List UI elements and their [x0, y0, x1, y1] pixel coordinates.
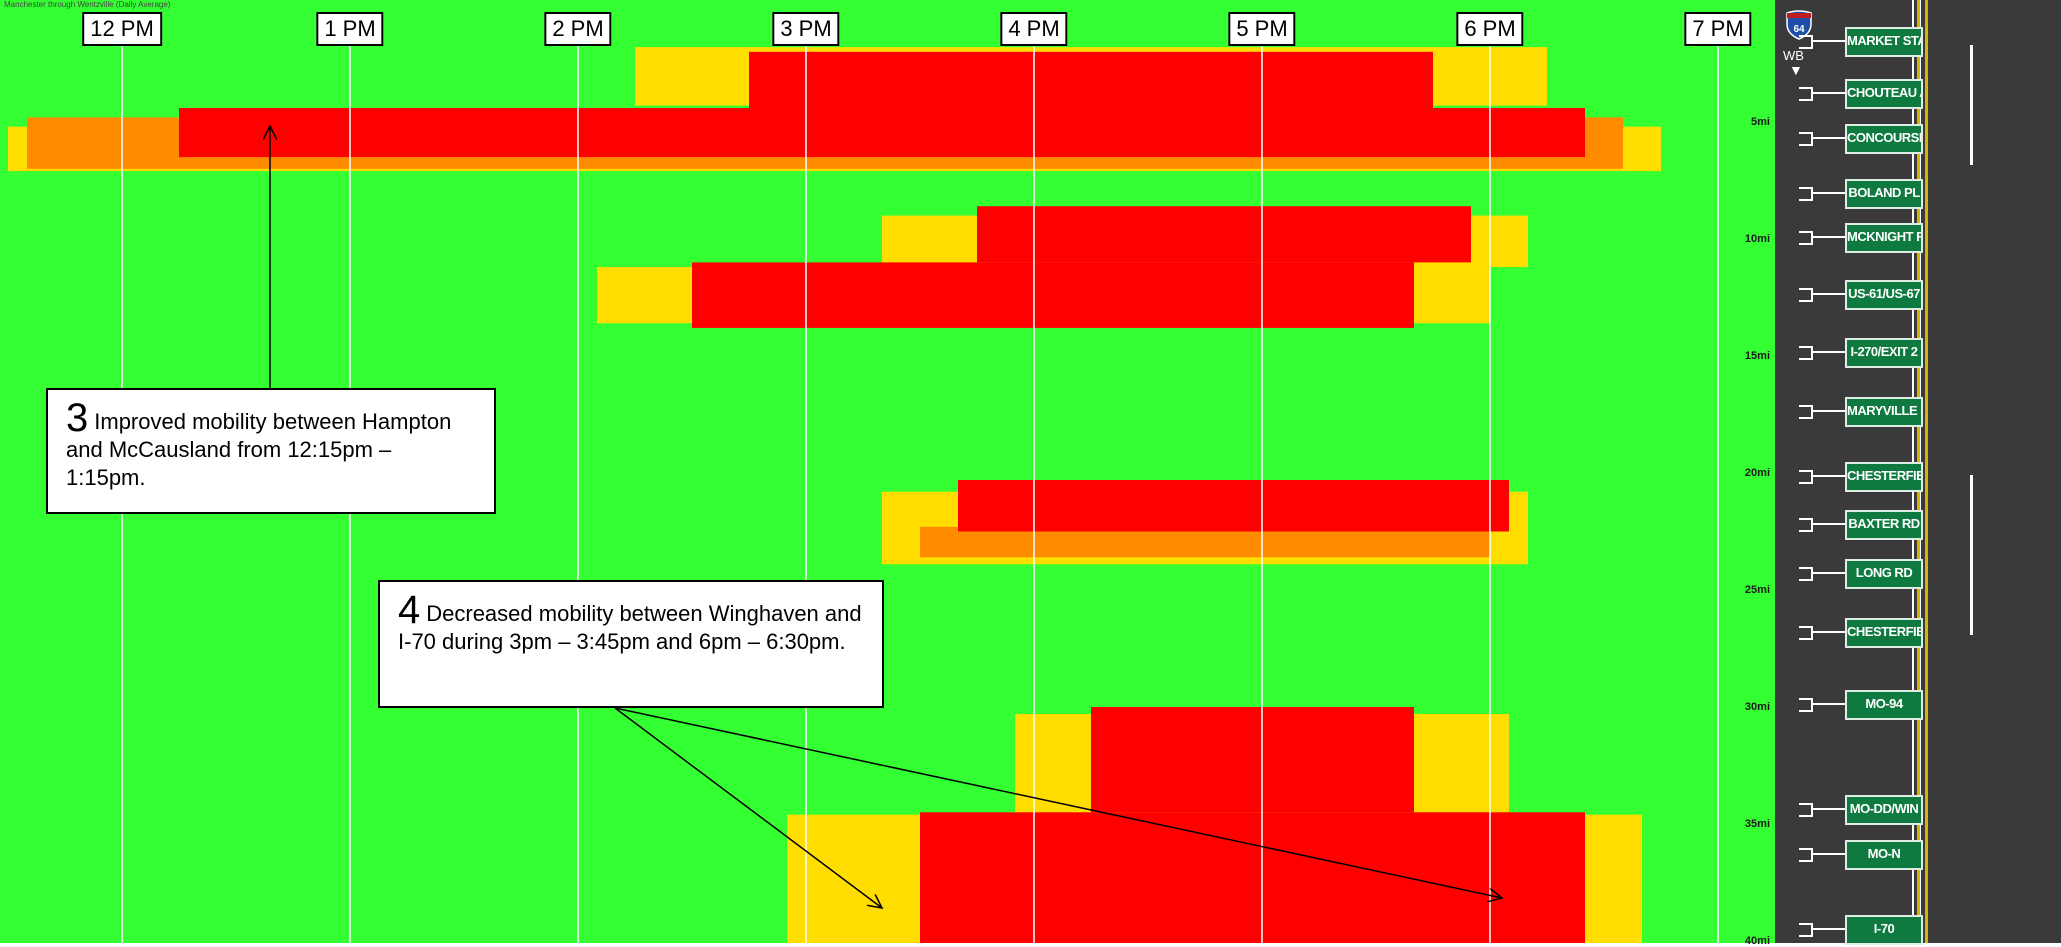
exit-connector [1799, 567, 1813, 581]
callout-4-text: Decreased mobility between Winghaven and… [398, 601, 862, 654]
exit-sign: CONCOURSE [1845, 124, 1923, 154]
exit-sign: I-270/EXIT 2 [1845, 338, 1923, 368]
heatmap-cell-congested [958, 480, 1509, 532]
exit-sign: MARKET STA [1845, 27, 1923, 57]
exit-tick [1813, 631, 1845, 633]
exit-sign: LONG RD [1845, 559, 1923, 589]
callout-4-number: 4 [398, 588, 421, 632]
exit-sign: MO-DD/WIN [1845, 795, 1923, 825]
exit-connector [1799, 848, 1813, 862]
exit-connector [1799, 470, 1813, 484]
exit-sign: I-70 [1845, 915, 1923, 945]
arrow-callout-4b [614, 707, 1502, 898]
mile-tick-label: 25mi [1744, 584, 1770, 596]
exit-sign: US-61/US-67 [1845, 280, 1923, 310]
arrow-callout-4a [614, 707, 882, 908]
highway-number: 64 [1793, 24, 1805, 35]
exit-connector [1799, 87, 1813, 101]
exit-tick [1813, 192, 1845, 194]
exit-connector [1799, 518, 1813, 532]
exit-tick [1813, 92, 1845, 94]
corridor-map-panel: 64 WB ▼ MARKET STA CHOUTEAU A CONCOURSE BOL… [1775, 0, 2061, 945]
median-line [1925, 0, 1928, 943]
exit-sign: MARYVILLE ( [1845, 397, 1923, 427]
exit-sign: MO-94 [1845, 690, 1923, 720]
exit-connector [1799, 405, 1813, 419]
time-tick-label: 3 PM [772, 12, 840, 46]
heatmap-cell-congested [179, 107, 1585, 158]
time-tick-label: 4 PM [1000, 12, 1068, 46]
heatmap-svg [0, 0, 1775, 943]
callout-3-number: 3 [66, 396, 89, 440]
exit-sign: MO-N [1845, 840, 1923, 870]
heatmap-cell-congested [1091, 707, 1414, 813]
heatmap-cell-congested [749, 51, 1433, 111]
exit-connector [1799, 346, 1813, 360]
exit-connector [1799, 187, 1813, 201]
direction-label: WB [1783, 48, 1804, 63]
exit-connector [1799, 35, 1813, 49]
exit-connector [1799, 923, 1813, 937]
heatmap-cell-moderate [920, 526, 1490, 558]
mile-tick-label: 20mi [1744, 467, 1770, 479]
exit-connector [1799, 803, 1813, 817]
heatmap-cell-congested [977, 206, 1471, 263]
annotation-arrows [0, 0, 1775, 943]
chart-caption: Manchester through Wentzville (Daily Ave… [4, 0, 171, 9]
mile-tick-label: 30mi [1744, 701, 1770, 713]
mile-tick-label: 5mi [1751, 116, 1770, 128]
time-tick-label: 2 PM [544, 12, 612, 46]
exit-tick [1813, 808, 1845, 810]
exit-connector [1799, 132, 1813, 146]
exit-tick [1813, 853, 1845, 855]
mile-tick-label: 10mi [1744, 233, 1770, 245]
callout-3: 3 Improved mobility between Hampton and M… [46, 388, 496, 514]
lane-dash [1970, 45, 1973, 165]
time-tick-label: 7 PM [1684, 12, 1752, 46]
congestion-heatmap [0, 0, 1775, 943]
exit-sign: BOLAND PL [1845, 179, 1923, 209]
exit-tick [1813, 236, 1845, 238]
exit-sign: CHESTERFIEL [1845, 618, 1923, 648]
time-tick-label: 12 PM [82, 12, 162, 46]
mile-tick-label: 35mi [1744, 818, 1770, 830]
callout-4: 4 Decreased mobility between Winghaven an… [378, 580, 884, 708]
heatmap-cell-congested [692, 262, 1414, 328]
exit-sign: MCKNIGHT R [1845, 223, 1923, 253]
exit-connector [1799, 698, 1813, 712]
exit-tick [1813, 928, 1845, 930]
exit-tick [1813, 40, 1845, 42]
heatmap-cell-congested [920, 812, 1585, 943]
exit-tick [1813, 475, 1845, 477]
exit-tick [1813, 572, 1845, 574]
time-tick-label: 6 PM [1456, 12, 1524, 46]
exit-tick [1813, 293, 1845, 295]
exit-sign: CHOUTEAU A [1845, 79, 1923, 109]
exit-tick [1813, 523, 1845, 525]
exit-connector [1799, 626, 1813, 640]
exit-connector [1799, 288, 1813, 302]
time-tick-label: 5 PM [1228, 12, 1296, 46]
exit-sign: CHESTERFIEL [1845, 462, 1923, 492]
mile-axis-strip [1728, 0, 1775, 943]
interstate-shield-icon: 64 [1786, 10, 1812, 40]
exit-tick [1813, 410, 1845, 412]
mile-tick-label: 15mi [1744, 350, 1770, 362]
exit-tick [1813, 137, 1845, 139]
direction-arrow-icon: ▼ [1789, 62, 1803, 78]
exit-sign: BAXTER RD [1845, 510, 1923, 540]
lane-dash [1970, 475, 1973, 635]
callout-3-text: Improved mobility between Hampton and Mc… [66, 409, 452, 490]
time-tick-label: 1 PM [316, 12, 384, 46]
exit-connector [1799, 231, 1813, 245]
exit-tick [1813, 351, 1845, 353]
exit-tick [1813, 703, 1845, 705]
